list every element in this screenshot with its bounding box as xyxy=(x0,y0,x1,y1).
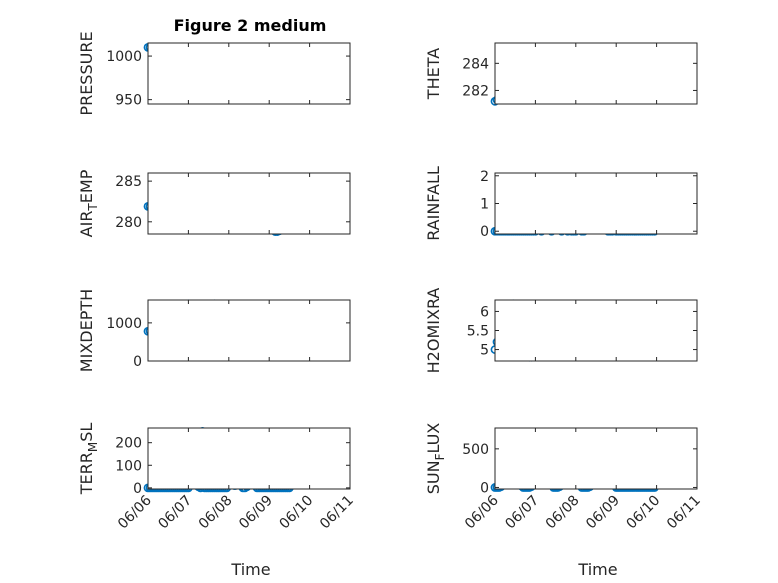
y-tick-label: 284 xyxy=(462,56,489,72)
y-tick-label: 6 xyxy=(480,304,489,320)
y-tick-label: 0 xyxy=(480,480,489,496)
y-tick-label: 500 xyxy=(462,442,489,458)
x-tick-label: 06/11 xyxy=(664,493,704,533)
y-tick-label: 0 xyxy=(133,354,142,370)
axes-frame xyxy=(147,172,351,235)
y-axis-label: RAINFALL xyxy=(424,166,443,241)
axes-frame xyxy=(494,42,698,105)
y-tick-label: 1 xyxy=(480,197,489,213)
x-tick-label: 06/07 xyxy=(155,493,195,533)
axes-frame xyxy=(147,427,351,490)
x-axis-label: Time xyxy=(577,560,617,579)
subplot-air-temp: 280 285 AIRTEMP xyxy=(77,169,351,237)
x-tick-label: 06/06 xyxy=(462,492,502,532)
axes-frame xyxy=(494,299,698,362)
y-axis-label: THETA xyxy=(424,48,443,100)
y-tick-label: 950 xyxy=(115,93,142,109)
x-axis-label: Time xyxy=(230,560,270,579)
y-tick-label: 5.5 xyxy=(467,324,489,340)
subplot-pressure: 950 1000 PRESSURE xyxy=(77,31,351,116)
subplot-rainfall: 0 1 2 RAINFALL xyxy=(424,166,698,241)
subplot-h2omixra: 5 5.5 6 H2OMIXRA xyxy=(424,288,698,374)
y-tick-label: 2 xyxy=(480,169,489,185)
subplot-sun-flux: 0 500 SUNFLUX 06/06 06/07 06/08 06/09 06/10 06/1… xyxy=(424,423,704,579)
y-axis-label: TERRMSL xyxy=(77,423,100,496)
y-tick-label: 100 xyxy=(115,458,142,474)
axes-frame xyxy=(494,172,698,235)
figure-title: Figure 2 medium xyxy=(174,16,327,35)
subplot-terr-msl: 0 100 200 TERRMSL 06/06 06/07 06/08 06/09 06/10 0… xyxy=(77,423,357,579)
y-tick-label: 282 xyxy=(462,83,489,99)
y-axis-label: MIXDEPTH xyxy=(77,289,96,372)
y-tick-label: 285 xyxy=(115,174,142,190)
x-tick-label: 06/09 xyxy=(583,493,623,533)
x-tick-label: 06/06 xyxy=(115,492,155,532)
axes-frame xyxy=(147,299,351,362)
y-tick-label: 1000 xyxy=(106,316,142,332)
x-tick-label: 06/11 xyxy=(317,493,357,533)
y-axis-label: PRESSURE xyxy=(77,31,96,115)
subplot-theta: 282 284 THETA xyxy=(424,42,698,106)
y-tick-label: 1000 xyxy=(106,49,142,65)
subplot-mixdepth: 0 1000 MIXDEPTH xyxy=(77,289,351,372)
y-tick-label: 5 xyxy=(480,343,489,359)
y-tick-label: 200 xyxy=(115,436,142,452)
y-axis-label: SUNFLUX xyxy=(424,423,447,495)
x-tick-label: 06/07 xyxy=(502,493,542,533)
axes-frame xyxy=(147,42,351,105)
y-axis-label: H2OMIXRA xyxy=(424,288,443,374)
y-axis-label: AIRTEMP xyxy=(77,169,100,237)
x-tick-label: 06/10 xyxy=(277,493,317,533)
axes-frame xyxy=(494,427,698,490)
x-tick-label: 06/09 xyxy=(236,493,276,533)
y-tick-label: 0 xyxy=(480,224,489,240)
x-tick-label: 06/08 xyxy=(543,493,583,533)
y-tick-label: 280 xyxy=(115,215,142,231)
x-tick-label: 06/08 xyxy=(196,493,236,533)
y-tick-label: 0 xyxy=(133,481,142,497)
x-tick-label: 06/10 xyxy=(624,493,664,533)
